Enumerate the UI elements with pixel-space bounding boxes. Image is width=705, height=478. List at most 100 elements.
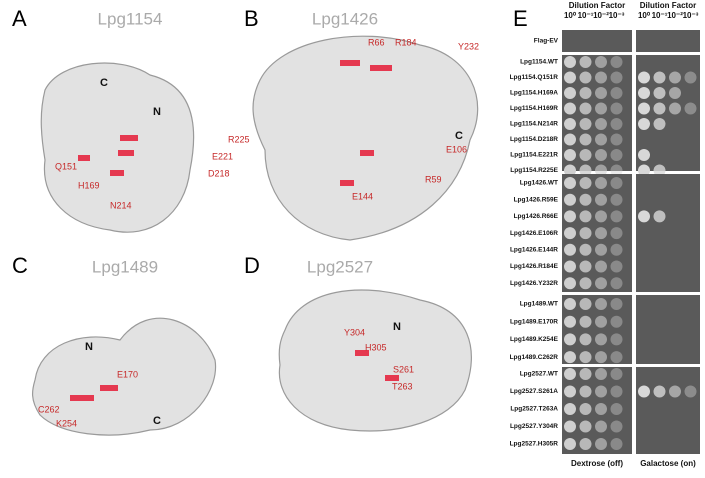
dilution-label: 10⁰ [638,11,651,20]
spot [564,193,576,206]
terminus-label: N [393,321,401,333]
residue-label: R184 [395,37,417,47]
spot [653,71,666,84]
strain-label: Lpg1154.D218R [510,136,558,143]
spot [564,333,576,346]
spot [579,102,592,115]
spot [579,164,592,177]
spot [610,177,623,189]
spot [595,193,607,206]
strain-label: Lpg1154.E221R [510,152,558,159]
strain-label: Lpg1426.WT [520,180,558,187]
spot [595,315,607,328]
residue-label: R59 [425,174,442,184]
spot [595,385,607,398]
spot [684,71,697,84]
strain-label: Lpg1426.R184E [510,263,559,270]
residue-label: K254 [56,418,77,428]
footer: Dextrose (off) [571,459,623,468]
spot [595,133,607,146]
spot [564,133,576,146]
structure-b [252,35,479,241]
spot [564,102,576,115]
spot [564,277,576,290]
spot [595,210,607,223]
structure-d [278,289,472,432]
spot [564,315,576,328]
highlighted-residues [70,60,399,401]
spot [564,385,576,398]
strain-label: Lpg1489.WT [520,301,558,308]
spot [595,368,607,380]
terminus-label: N [153,106,161,118]
dilution-label: 10⁻¹ [578,11,594,20]
residue-label: E106 [446,144,467,154]
spot [653,87,666,99]
spot [564,420,576,433]
spot [579,210,592,223]
spot [610,368,623,380]
strain-label: Lpg1426.E106R [510,230,558,237]
spot [564,118,576,130]
spot [610,210,623,223]
spot [610,420,623,433]
panel-letter: C [12,253,28,278]
terminus-label: C [153,415,161,427]
residue-label: R225 [228,134,250,144]
spot [579,149,592,161]
residue-label: R66 [368,37,385,47]
spot [595,71,607,84]
strain-label: Lpg1426.R66E [514,213,559,220]
spot [610,102,623,115]
spot [595,438,607,450]
spot [579,420,592,433]
spot [579,351,592,364]
spot [669,385,681,398]
spot [579,56,592,68]
spot [684,102,697,115]
structure-a [40,62,195,233]
spot [564,164,576,177]
spot [669,87,681,99]
strain-label: Lpg1426.E144R [510,247,558,254]
spot [610,243,623,256]
protein-title: Lpg1426 [312,9,378,28]
residue-label: H169 [78,180,100,190]
panel-letter: D [244,253,260,278]
spot [579,438,592,450]
residue-label: C262 [38,404,60,414]
strain-label: Lpg1489.K254E [510,336,559,343]
spot [610,227,623,240]
spot [653,164,666,177]
spot [595,243,607,256]
spot [595,403,607,415]
protein-structures [32,35,479,436]
spot [595,164,607,177]
spot [610,277,623,290]
spot [564,227,576,240]
spot [610,260,623,273]
strain-label: Lpg1489.C262R [510,354,559,361]
spot [669,71,681,84]
spot [595,277,607,290]
panel-letter: B [244,6,259,31]
residue-label: Q151 [55,161,77,171]
spot [579,260,592,273]
spot [579,118,592,130]
spot [595,56,607,68]
strain-label: Lpg1489.E170R [510,318,558,325]
spot [638,164,650,177]
strain-label: Lpg2527.H305R [510,441,559,448]
panel-letter: A [12,6,27,31]
spot [564,177,576,189]
spot [579,71,592,84]
spot [638,385,650,398]
spot [564,71,576,84]
spot [564,210,576,223]
spot [595,420,607,433]
residue-label: E170 [117,369,138,379]
spot [638,102,650,115]
dilution-label: 10⁻³ [609,11,625,20]
